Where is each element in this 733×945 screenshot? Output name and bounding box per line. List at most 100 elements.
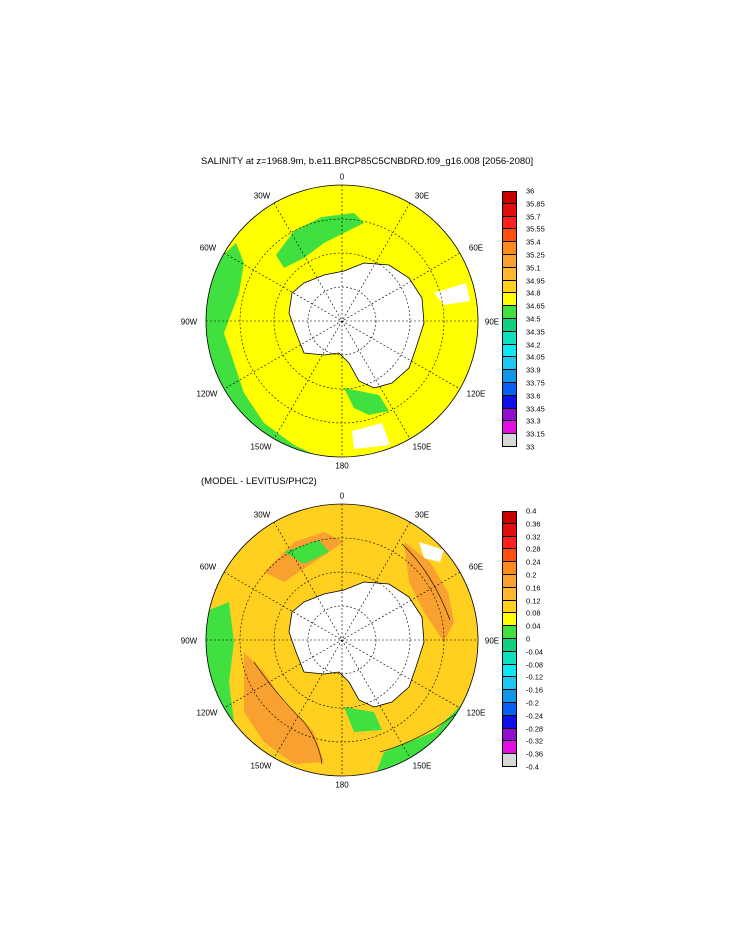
p1-lon-60w: 60W bbox=[199, 243, 217, 253]
colorbar-swatch bbox=[502, 344, 517, 358]
colorbar-swatch bbox=[502, 254, 517, 268]
panel1-colorbar bbox=[502, 191, 517, 447]
colorbar-swatch bbox=[502, 600, 517, 614]
colorbar-swatch bbox=[502, 242, 517, 255]
panel1-map bbox=[205, 184, 479, 458]
colorbar-swatch bbox=[502, 357, 517, 371]
green-region-west bbox=[206, 602, 234, 742]
green-region-atlantic bbox=[284, 540, 329, 564]
colorbar-label: 34.05 bbox=[526, 352, 545, 362]
white-patch-ne bbox=[419, 542, 444, 562]
colorbar-label: -0.04 bbox=[526, 647, 544, 657]
colorbar-label: 34.5 bbox=[526, 314, 541, 324]
colorbar-label: -0.28 bbox=[526, 724, 544, 734]
colorbar-swatch bbox=[502, 626, 517, 639]
colorbar-label: 0.36 bbox=[526, 519, 541, 529]
p1-lon-60e: 60E bbox=[468, 243, 484, 253]
p1-lon-0: 0 bbox=[339, 172, 345, 182]
antarctica bbox=[288, 581, 425, 708]
colorbar-swatch bbox=[502, 715, 517, 729]
colorbar-swatch bbox=[502, 511, 517, 524]
colorbar-swatch bbox=[502, 574, 517, 588]
colorbar-label: 0.16 bbox=[526, 583, 541, 593]
colorbar-swatch bbox=[502, 651, 517, 665]
colorbar-label: -0.4 bbox=[526, 762, 539, 772]
p1-lon-30w: 30W bbox=[253, 191, 271, 201]
green-region-south bbox=[344, 707, 382, 732]
contour-1 bbox=[253, 661, 323, 765]
colorbar-label: 0.12 bbox=[526, 596, 541, 606]
p1-lon-150e: 150E bbox=[412, 442, 432, 452]
colorbar-swatch bbox=[502, 280, 517, 294]
p2-lon-0: 0 bbox=[339, 491, 345, 501]
colorbar-label: 33.45 bbox=[526, 404, 545, 414]
colorbar-label: 0.32 bbox=[526, 532, 541, 542]
colorbar-label: 0.08 bbox=[526, 608, 541, 618]
p2-lon-60w: 60W bbox=[199, 562, 217, 572]
colorbar-label: 0.28 bbox=[526, 544, 541, 554]
p1-lon-120w: 120W bbox=[196, 389, 218, 399]
colorbar-label: 34.8 bbox=[526, 288, 541, 298]
colorbar-label: 33.9 bbox=[526, 365, 541, 375]
p1-lon-120e: 120E bbox=[466, 389, 486, 399]
colorbar-label: 0.04 bbox=[526, 621, 541, 631]
colorbar-label: 34.2 bbox=[526, 340, 541, 350]
colorbar-swatch bbox=[502, 229, 517, 243]
colorbar-swatch bbox=[502, 191, 517, 204]
colorbar-label: -0.24 bbox=[526, 711, 544, 721]
colorbar-label: 34.35 bbox=[526, 327, 545, 337]
colorbar-label: -0.16 bbox=[526, 685, 544, 695]
colorbar-label: 0.2 bbox=[526, 570, 537, 580]
p2-lon-60e: 60E bbox=[468, 562, 484, 572]
colorbar-swatch bbox=[502, 690, 517, 703]
colorbar-label: 0.4 bbox=[526, 506, 537, 516]
colorbar-swatch bbox=[502, 613, 517, 627]
colorbar-swatch bbox=[502, 421, 517, 435]
p2-lon-90e: 90E bbox=[484, 636, 500, 646]
colorbar-swatch bbox=[502, 306, 517, 319]
colorbar-swatch bbox=[502, 331, 517, 345]
colorbar-label: 35.25 bbox=[526, 250, 545, 260]
colorbar-label: 35.7 bbox=[526, 212, 541, 222]
colorbar-swatch bbox=[502, 382, 517, 396]
colorbar-label: 34.95 bbox=[526, 276, 545, 286]
contour-2 bbox=[401, 543, 451, 621]
colorbar-label: 36 bbox=[526, 186, 535, 196]
p2-lon-120e: 120E bbox=[466, 708, 486, 718]
panel2-map bbox=[205, 503, 479, 777]
colorbar-label: -0.12 bbox=[526, 672, 544, 682]
colorbar-label: 34.65 bbox=[526, 301, 545, 311]
p1-lon-180: 180 bbox=[335, 461, 349, 471]
orange-region-southwest bbox=[244, 652, 324, 764]
p2-lon-120w: 120W bbox=[196, 708, 218, 718]
colorbar-swatch bbox=[502, 318, 517, 332]
colorbar-swatch bbox=[502, 523, 517, 537]
green-region-south bbox=[344, 388, 389, 415]
p2-lon-150w: 150W bbox=[250, 761, 272, 771]
colorbar-swatch bbox=[502, 203, 517, 217]
p2-lon-180: 180 bbox=[335, 780, 349, 790]
colorbar-swatch bbox=[502, 216, 517, 230]
colorbar-label: 35.55 bbox=[526, 224, 545, 234]
colorbar-label: -0.36 bbox=[526, 749, 544, 759]
panel1-title: SALINITY at z=1968.9m, b.e11.BRCP85C5CNB… bbox=[201, 156, 534, 167]
colorbar-swatch bbox=[502, 370, 517, 383]
colorbar-swatch bbox=[502, 536, 517, 550]
p2-lon-30e: 30E bbox=[414, 510, 430, 520]
colorbar-label: 35.4 bbox=[526, 237, 541, 247]
colorbar-swatch bbox=[502, 728, 517, 742]
antarctica bbox=[288, 262, 425, 389]
colorbar-label: 35.85 bbox=[526, 199, 545, 209]
p2-lon-150e: 150E bbox=[412, 761, 432, 771]
white-patch-s bbox=[352, 423, 390, 449]
p1-lon-90e: 90E bbox=[484, 317, 500, 327]
colorbar-label: -0.2 bbox=[526, 698, 539, 708]
colorbar-swatch bbox=[502, 587, 517, 601]
panel2-title: (MODEL - LEVITUS/PHC2) bbox=[201, 476, 317, 487]
colorbar-swatch bbox=[502, 677, 517, 691]
colorbar-swatch bbox=[502, 395, 517, 409]
colorbar-label: 0 bbox=[526, 634, 531, 644]
p2-lon-90w: 90W bbox=[180, 636, 198, 646]
colorbar-label: 33.6 bbox=[526, 391, 541, 401]
white-patch-ne bbox=[434, 283, 470, 305]
